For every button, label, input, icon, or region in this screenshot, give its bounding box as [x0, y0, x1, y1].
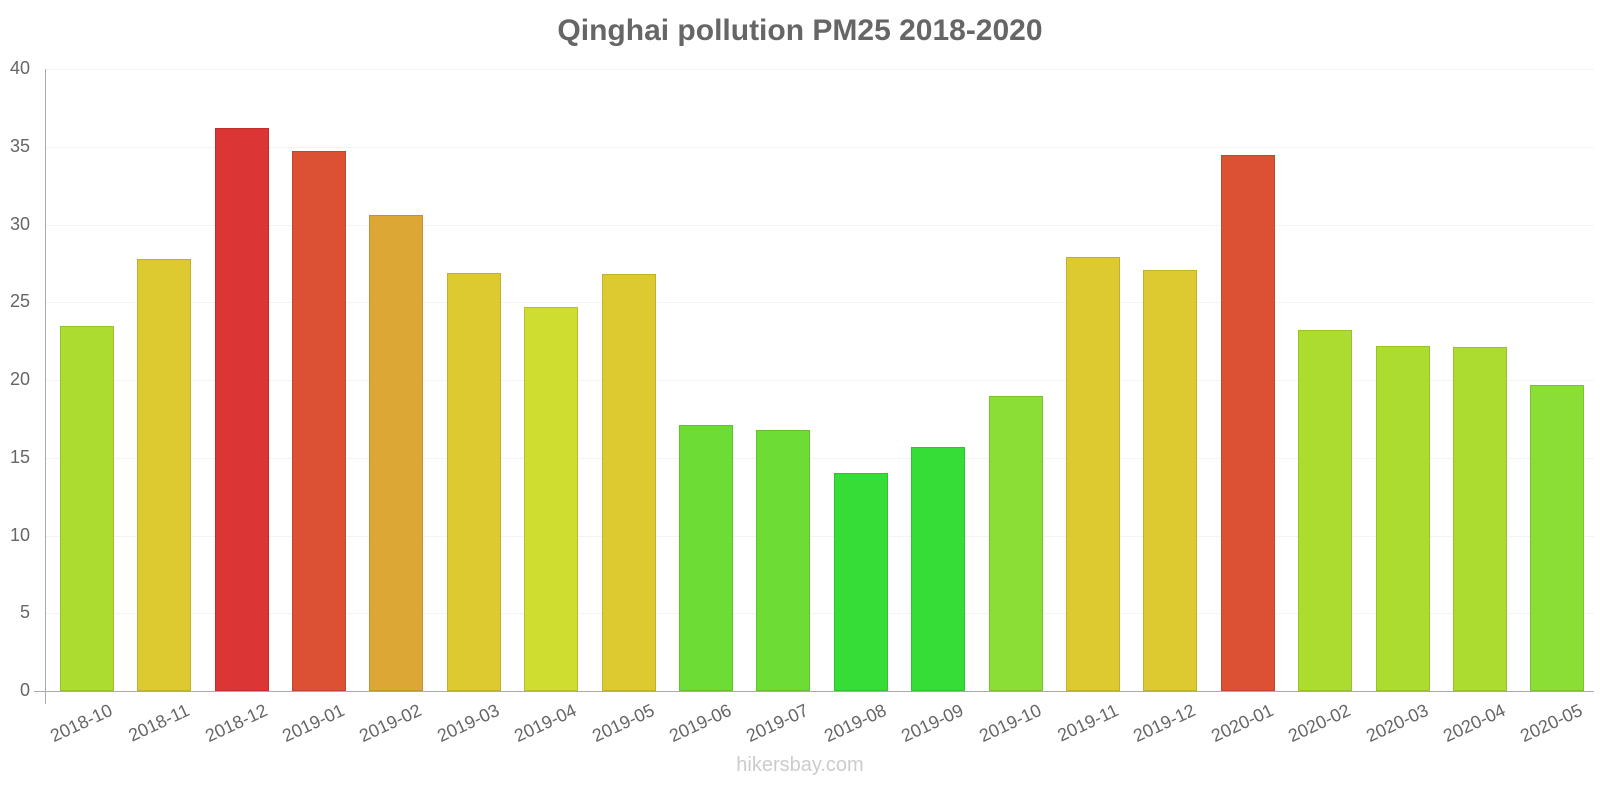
bar-2020-01[interactable] — [1220, 154, 1275, 691]
y-tick-label: 15 — [9, 446, 30, 467]
bar-2020-02[interactable] — [1298, 330, 1353, 691]
gridline — [46, 69, 1594, 70]
bar-2019-02[interactable] — [369, 215, 424, 691]
bar-2019-07[interactable] — [756, 429, 811, 691]
bar-2018-12[interactable] — [214, 128, 269, 691]
bar-2019-09[interactable] — [911, 446, 966, 691]
bar-2019-10[interactable] — [988, 395, 1043, 691]
bar-2018-11[interactable] — [137, 258, 192, 691]
bar-2019-05[interactable] — [601, 274, 656, 691]
y-tick-label: 25 — [9, 291, 30, 312]
plot-area — [46, 69, 1594, 692]
bar-2019-03[interactable] — [446, 272, 501, 691]
gridline — [46, 613, 1594, 615]
y-tick-label: 5 — [19, 602, 30, 623]
y-tick-label: 40 — [9, 58, 30, 78]
watermark: hikersbay.com — [736, 754, 864, 776]
x-axis-line — [34, 691, 1594, 692]
y-tick-label: 20 — [9, 369, 30, 389]
bar-2020-03[interactable] — [1375, 345, 1430, 691]
y-tick-label: 35 — [9, 135, 30, 156]
gridline — [46, 380, 1594, 381]
bar-2019-01[interactable] — [291, 151, 346, 691]
bar-2019-11[interactable] — [1065, 257, 1120, 691]
bar-2019-08[interactable] — [833, 473, 888, 691]
gridline — [46, 535, 1594, 537]
y-axis-line — [45, 69, 46, 704]
gridline — [46, 146, 1594, 148]
bar-2018-10[interactable] — [59, 325, 114, 691]
bar-2019-06[interactable] — [678, 425, 733, 691]
bar-2020-04[interactable] — [1452, 347, 1507, 691]
gridline — [46, 457, 1594, 459]
bar-2019-12[interactable] — [1143, 269, 1198, 691]
y-tick-label: 0 — [19, 680, 30, 700]
gridline — [46, 302, 1594, 304]
bar-2020-05[interactable] — [1530, 384, 1585, 691]
bar-2019-04[interactable] — [524, 306, 579, 691]
y-tick-label: 30 — [9, 213, 30, 234]
y-tick-label: 10 — [9, 524, 30, 545]
gridline — [46, 224, 1594, 226]
chart-title: Qinghai pollution PM25 2018-2020 — [557, 14, 1043, 47]
